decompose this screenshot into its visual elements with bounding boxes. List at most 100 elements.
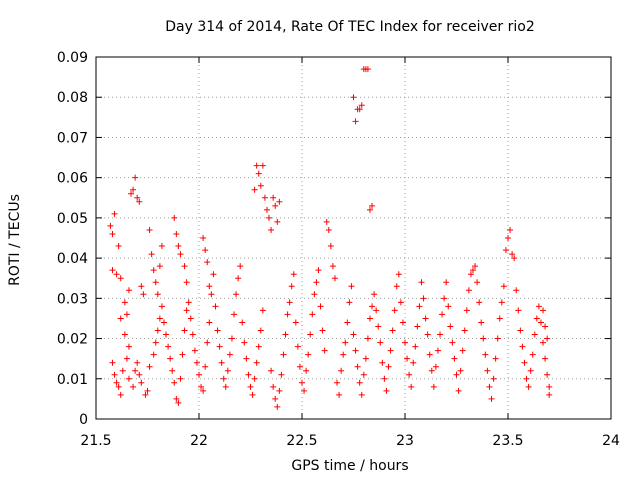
y-tick-label: 0.04 [57,251,88,267]
data-point [350,94,357,101]
data-point [533,315,540,322]
data-point [348,283,355,290]
data-point [303,367,310,374]
data-point [416,303,423,310]
data-point [307,331,314,338]
data-point [369,303,376,310]
tick-labels: 21.5 22 22.5 23 23.5 24 0 0.01 0.02 0.03 0.04 0.05 0… [57,50,620,449]
data-point [484,367,491,374]
data-point [144,387,151,394]
data-point [233,291,240,298]
data-point [243,355,250,362]
data-point [200,387,207,394]
data-point [336,391,343,398]
data-point [173,395,180,402]
data-point [364,66,371,73]
data-point [280,351,287,358]
data-point [482,351,489,358]
data-point [251,186,258,193]
data-point [354,363,361,370]
data-point [117,275,124,282]
data-point [321,347,328,354]
data-point [358,102,365,109]
data-point [352,347,359,354]
data-point [507,226,514,233]
data-point [171,214,178,221]
data-point [200,235,207,241]
data-point [123,355,130,362]
data-point [420,295,427,302]
y-tick-label: 0.03 [57,291,88,307]
data-point [395,271,402,278]
data-point [109,359,116,366]
data-point [296,363,303,370]
data-point [189,331,196,338]
data-point [432,363,439,370]
data-point [369,202,376,209]
data-point [156,315,163,322]
data-point [136,198,143,205]
data-point [193,359,200,366]
data-point [410,359,417,366]
data-point [360,371,367,378]
data-point [461,327,468,334]
data-point [537,319,544,326]
data-point [191,347,198,354]
data-point [247,383,254,390]
data-point [288,283,295,290]
data-point [134,359,141,366]
data-point [480,335,487,342]
data-point [255,343,262,350]
data-point [358,391,365,398]
data-point [276,387,283,394]
data-point [125,287,132,294]
data-point [284,311,291,318]
data-point [404,355,411,362]
data-point [311,291,318,298]
data-point [111,371,118,378]
data-point [204,339,211,346]
data-point [387,347,394,354]
y-tick-label: 0.02 [57,332,88,348]
data-point [156,263,163,270]
data-point [465,287,472,294]
data-point [319,327,326,334]
data-point [196,371,202,378]
data-point [163,331,170,338]
data-point [540,307,547,314]
data-point [167,355,174,362]
data-point [377,339,384,346]
data-point [342,339,349,346]
data-point [171,379,178,386]
data-point [187,315,194,322]
data-point [263,206,270,213]
data-point [366,206,373,213]
data-point [478,319,485,326]
data-point [220,375,227,382]
data-point [257,327,264,334]
data-point [228,335,235,342]
data-point [158,243,165,250]
axis-ticks [95,56,612,420]
data-point [488,395,495,402]
data-point [412,343,419,350]
data-point [235,275,242,282]
data-point [138,379,145,386]
data-point [334,379,341,386]
data-point [132,367,139,374]
data-point [418,279,425,286]
data-point [366,315,373,322]
data-point [428,367,435,374]
data-point [239,319,246,326]
data-point [457,367,464,374]
y-tick-label: 0.05 [57,211,88,227]
data-point [340,351,347,358]
y-axis-label: ROTI / TECUs [7,194,23,286]
data-point [274,218,281,225]
data-point [222,383,229,390]
data-point [266,214,273,221]
data-point [212,303,219,310]
data-point [379,359,386,366]
data-point [160,319,167,326]
data-point [290,271,297,278]
